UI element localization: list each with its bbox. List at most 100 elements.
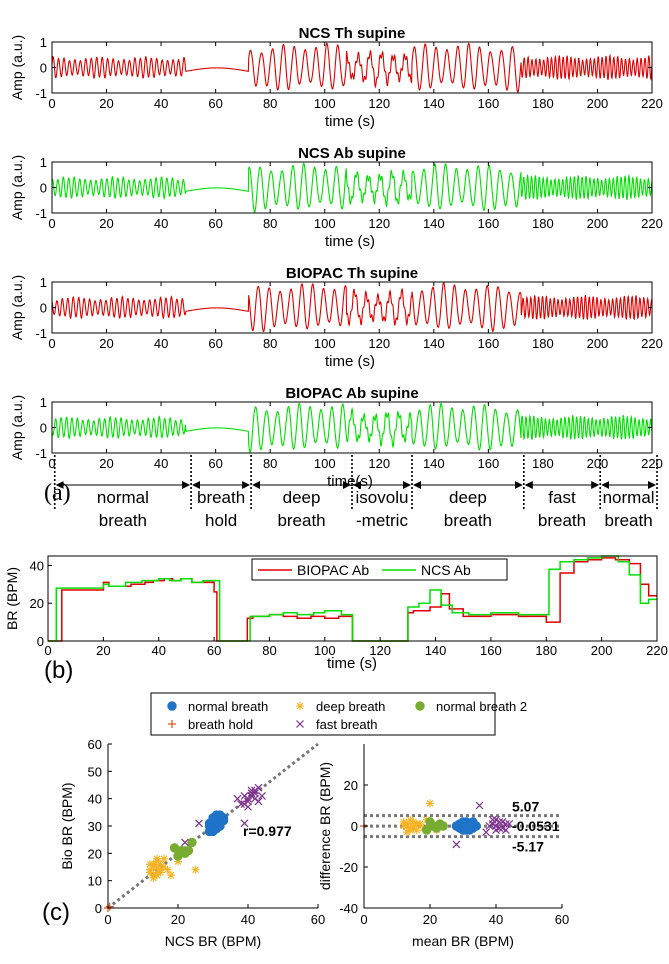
x-tick-label: 40 [151,643,165,658]
legend-label: breath hold [188,717,253,732]
y-tick-label: -1 [35,86,47,101]
y-tick-label: 1 [40,395,47,410]
y-tick-label: 0 [40,61,47,76]
data-point [254,797,263,806]
phase-label: breath [99,511,147,530]
panel-label-c: (c) [42,899,70,926]
data-point [181,838,189,847]
x-tick-label: 220 [641,96,663,111]
data-point [451,821,462,831]
x-tick-label: 60 [208,456,222,471]
x-tick-label: 100 [314,643,336,658]
x-tick-label: 180 [532,96,554,111]
y-tick-label: 0 [40,421,47,436]
data-point [105,902,114,911]
y-tick-label: -1 [35,326,47,341]
x-axis-label: time (s) [325,353,375,370]
x-tick-label: 20 [99,456,113,471]
data-point [167,701,177,711]
x-tick-label: 220 [646,643,668,658]
y-tick-label: 30 [88,819,102,834]
x-tick-label: 120 [368,216,390,231]
x-tick-label: 60 [311,912,325,927]
data-point [149,873,158,882]
signal-panel-4: 0 20 40 60 80 100 120 140 160 180 200 220-101BIOPAC… [9,385,663,490]
y-tick-label: -1 [35,446,47,461]
data-point [195,819,203,828]
x-tick-label: 60 [208,96,222,111]
reference-label: -5.17 [512,839,544,855]
x-tick-label: 200 [587,456,609,471]
y-tick-label: 1 [40,155,47,170]
data-point [240,792,249,800]
data-point [475,801,484,810]
data-point [422,825,432,835]
data-point [156,868,165,877]
x-tick-label: 220 [641,216,663,231]
data-point [415,701,425,711]
data-point [409,817,418,826]
x-tick-label: 100 [314,336,336,351]
x-tick-label: 40 [154,216,168,231]
data-point [402,828,411,837]
phase-annotations-group: normal breath breath hold deep breath isovolu -… [53,455,658,530]
data-point [173,851,183,861]
y-tick-label: 0 [40,181,47,196]
y-axis-label: difference BR (BPM) [317,762,333,890]
x-tick-label: 60 [555,912,569,927]
phase-label: breath [604,511,652,530]
data-point [498,817,507,826]
x-tick-label: 160 [478,96,500,111]
legend-label: normal breath [188,699,268,714]
x-axis-label: NCS BR (BPM) [165,933,261,949]
legend-label-ncs: NCS Ab [421,562,471,578]
x-tick-label: 180 [532,456,554,471]
panel-label-b: (b) [44,657,73,684]
x-tick-label: 60 [208,216,222,231]
data-point [468,817,478,827]
data-point [406,826,415,835]
phase-label: breath [197,488,245,507]
x-tick-label: 80 [263,96,277,111]
x-tick-label: 180 [535,643,557,658]
data-point [168,720,176,728]
legend-label: fast breath [316,717,377,732]
signal-trace [51,282,653,333]
x-tick-label: 140 [423,336,445,351]
x-tick-label: 220 [641,336,663,351]
x-axis-label: mean BR (BPM) [412,933,514,949]
data-point [237,800,245,809]
y-axis-label: Amp (a.u.) [9,35,25,100]
reference-label: 5.07 [512,799,539,815]
data-point [482,828,491,837]
data-point [153,871,161,880]
x-tick-label: 200 [587,336,609,351]
x-tick-label: 20 [96,643,110,658]
phase-label: deep [449,488,487,507]
reference-label: -0.0531 [512,818,560,834]
y-tick-label: 40 [30,558,44,573]
x-tick-label: 0 [360,912,367,927]
x-tick-label: 120 [368,336,390,351]
data-point [251,789,259,798]
x-tick-label: 0 [48,96,55,111]
x-tick-label: 0 [44,643,51,658]
x-tick-label: 100 [314,96,336,111]
x-tick-label: 160 [480,643,502,658]
x-tick-label: 20 [99,216,113,231]
data-point [208,826,218,837]
data-point [501,826,510,835]
x-axis-label: time (s) [327,655,377,672]
y-tick-label: 40 [88,792,102,807]
phase-label: hold [205,511,237,530]
legend-box [150,692,496,736]
x-tick-label: 0 [48,216,55,231]
data-point [183,845,194,856]
data-point [296,720,304,728]
signal-trace [51,402,653,453]
y-axis-label: Amp (a.u.) [9,395,25,460]
data-point [495,824,504,832]
x-tick-label: 20 [423,912,437,927]
